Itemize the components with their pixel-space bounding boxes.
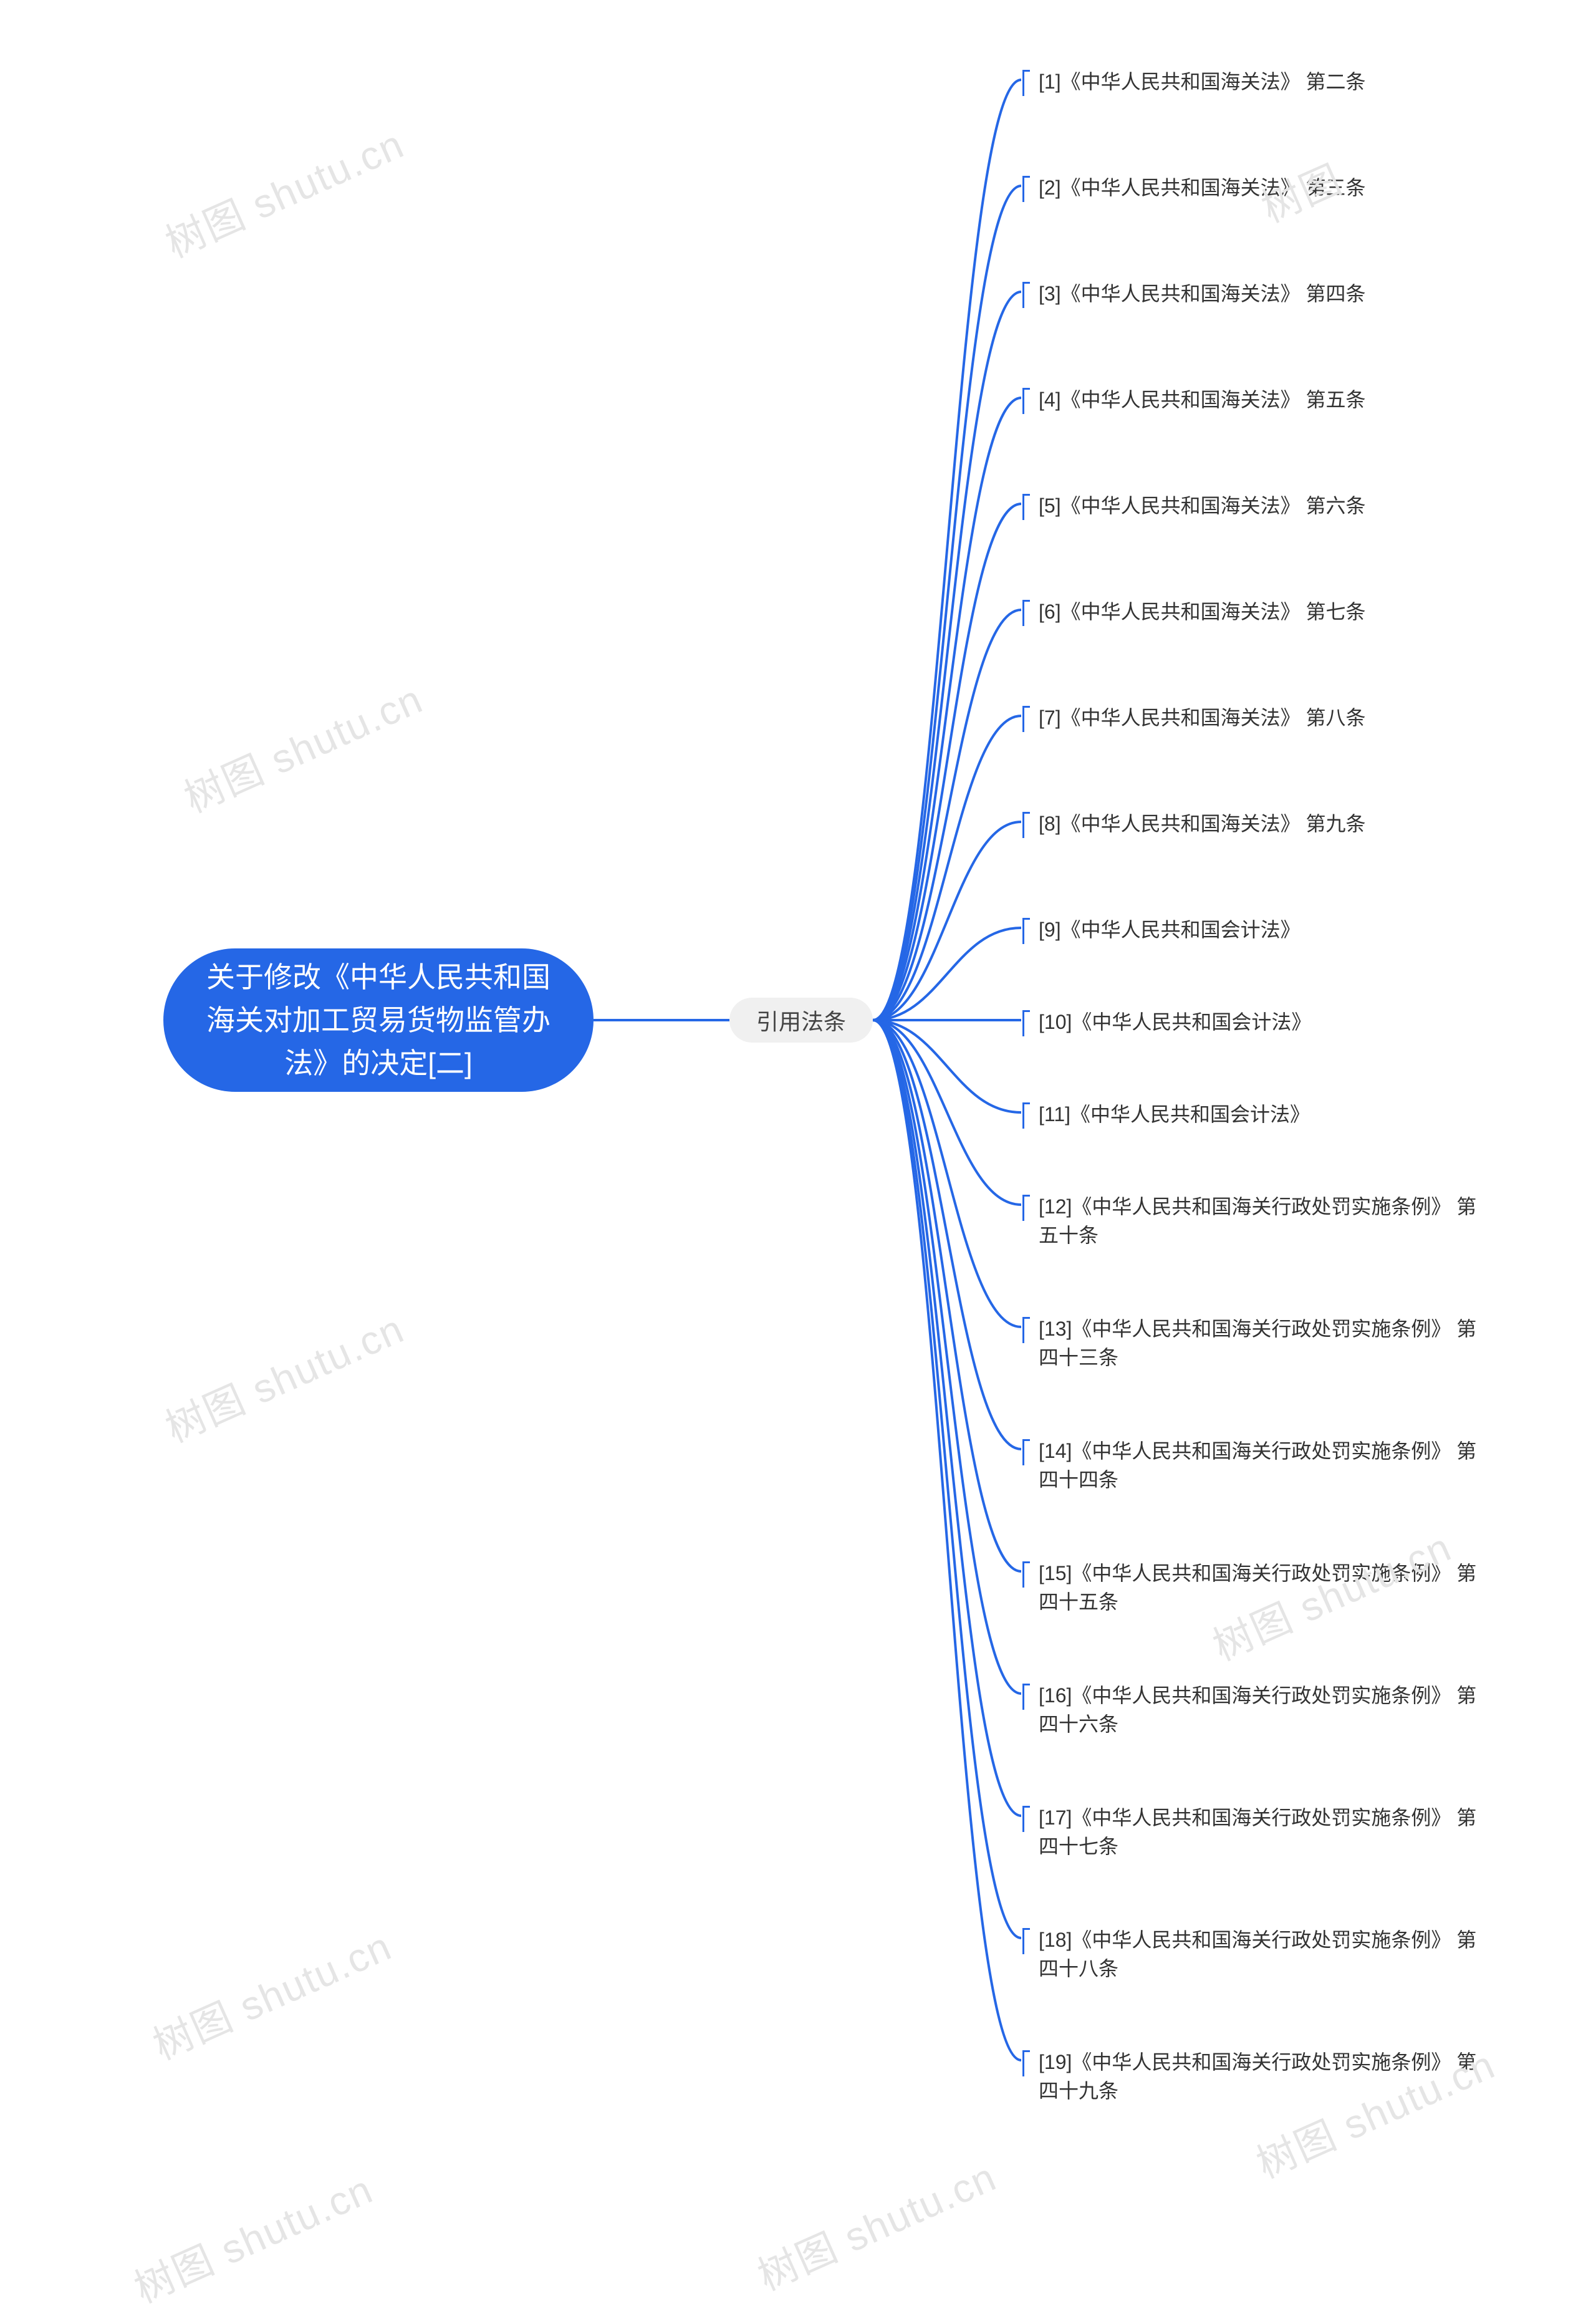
mid-node[interactable]: 引用法条	[729, 998, 873, 1043]
leaf-node[interactable]: [3]《中华人民共和国海关法》 第四条	[1022, 279, 1496, 308]
leaf-label: [13]《中华人民共和国海关行政处罚实施条例》 第四十三条	[1039, 1314, 1496, 1372]
leaf-label: [16]《中华人民共和国海关行政处罚实施条例》 第四十六条	[1039, 1681, 1496, 1739]
leaf-label: [8]《中华人民共和国海关法》 第九条	[1039, 809, 1365, 838]
leaf-node[interactable]: [13]《中华人民共和国海关行政处罚实施条例》 第四十三条	[1022, 1314, 1496, 1372]
leaf-node[interactable]: [11]《中华人民共和国会计法》	[1022, 1100, 1496, 1129]
leaf-label: [10]《中华人民共和国会计法》	[1039, 1008, 1311, 1036]
leaf-node[interactable]: [10]《中华人民共和国会计法》	[1022, 1008, 1496, 1036]
leaf-node[interactable]: [19]《中华人民共和国海关行政处罚实施条例》 第四十九条	[1022, 2048, 1496, 2106]
leaf-label: [4]《中华人民共和国海关法》 第五条	[1039, 385, 1365, 414]
leaf-node[interactable]: [8]《中华人民共和国海关法》 第九条	[1022, 809, 1496, 838]
leaf-label: [1]《中华人民共和国海关法》 第二条	[1039, 67, 1365, 96]
leaf-label: [17]《中华人民共和国海关行政处罚实施条例》 第四十七条	[1039, 1803, 1496, 1861]
leaf-label: [6]《中华人民共和国海关法》 第七条	[1039, 597, 1365, 626]
leaf-label: [11]《中华人民共和国会计法》	[1039, 1100, 1310, 1129]
leaf-node[interactable]: [6]《中华人民共和国海关法》 第七条	[1022, 597, 1496, 626]
watermark-text: 树图 shutu.cn	[143, 1915, 400, 2071]
leaf-label: [12]《中华人民共和国海关行政处罚实施条例》 第五十条	[1039, 1192, 1496, 1250]
root-label: 关于修改《中华人民共和国海关对加工贸易货物监管办法》的决定[二]	[195, 956, 562, 1085]
leaf-node[interactable]: [4]《中华人民共和国海关法》 第五条	[1022, 385, 1496, 414]
leaf-node[interactable]: [14]《中华人民共和国海关行政处罚实施条例》 第四十四条	[1022, 1437, 1496, 1495]
leaf-node[interactable]: [9]《中华人民共和国会计法》	[1022, 915, 1496, 944]
watermark-text: 树图 shutu.cn	[174, 668, 431, 824]
leaf-label: [9]《中华人民共和国会计法》	[1039, 915, 1300, 944]
watermark-text: 树图 shutu.cn	[155, 1298, 412, 1454]
mindmap-canvas: 关于修改《中华人民共和国海关对加工贸易货物监管办法》的决定[二] 引用法条 [1…	[0, 0, 1596, 2300]
watermark-text: 树图 shutu.cn	[748, 2146, 1004, 2302]
leaf-label: [2]《中华人民共和国海关法》 第三条	[1039, 173, 1365, 202]
leaf-label: [19]《中华人民共和国海关行政处罚实施条例》 第四十九条	[1039, 2048, 1496, 2106]
leaf-label: [15]《中华人民共和国海关行政处罚实施条例》 第四十五条	[1039, 1559, 1496, 1617]
root-node[interactable]: 关于修改《中华人民共和国海关对加工贸易货物监管办法》的决定[二]	[163, 948, 594, 1092]
leaf-node[interactable]: [18]《中华人民共和国海关行政处罚实施条例》 第四十八条	[1022, 1926, 1496, 1984]
leaf-node[interactable]: [12]《中华人民共和国海关行政处罚实施条例》 第五十条	[1022, 1192, 1496, 1250]
leaf-label: [18]《中华人民共和国海关行政处罚实施条例》 第四十八条	[1039, 1926, 1496, 1984]
leaf-label: [3]《中华人民共和国海关法》 第四条	[1039, 279, 1365, 308]
leaf-label: [7]《中华人民共和国海关法》 第八条	[1039, 703, 1365, 732]
leaf-node[interactable]: [17]《中华人民共和国海关行政处罚实施条例》 第四十七条	[1022, 1803, 1496, 1861]
leaf-node[interactable]: [5]《中华人民共和国海关法》 第六条	[1022, 491, 1496, 520]
leaf-label: [14]《中华人民共和国海关行政处罚实施条例》 第四十四条	[1039, 1437, 1496, 1495]
leaf-node[interactable]: [15]《中华人民共和国海关行政处罚实施条例》 第四十五条	[1022, 1559, 1496, 1617]
leaf-node[interactable]: [1]《中华人民共和国海关法》 第二条	[1022, 67, 1496, 96]
leaf-label: [5]《中华人民共和国海关法》 第六条	[1039, 491, 1365, 520]
leaf-node[interactable]: [2]《中华人民共和国海关法》 第三条	[1022, 173, 1496, 202]
mid-label: 引用法条	[756, 1004, 846, 1036]
watermark-text: 树图 shutu.cn	[124, 2158, 381, 2314]
watermark-text: 树图 shutu.cn	[155, 113, 412, 269]
leaf-node[interactable]: [7]《中华人民共和国海关法》 第八条	[1022, 703, 1496, 732]
leaf-node[interactable]: [16]《中华人民共和国海关行政处罚实施条例》 第四十六条	[1022, 1681, 1496, 1739]
